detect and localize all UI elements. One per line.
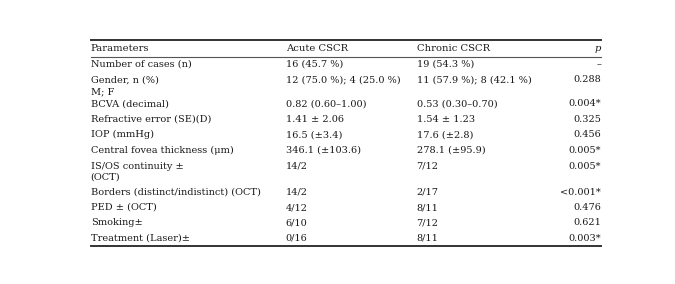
Text: 1.54 ± 1.23: 1.54 ± 1.23 xyxy=(416,115,475,124)
Text: Treatment (Laser)±: Treatment (Laser)± xyxy=(90,234,190,243)
Text: 7/12: 7/12 xyxy=(416,218,439,227)
Text: p: p xyxy=(595,43,601,53)
Text: 1.41 ± 2.06: 1.41 ± 2.06 xyxy=(286,115,344,124)
Text: 4/12: 4/12 xyxy=(286,203,308,212)
Text: –: – xyxy=(596,60,601,69)
Text: Refractive error (SE)(D): Refractive error (SE)(D) xyxy=(90,115,211,124)
Text: Gender, n (%): Gender, n (%) xyxy=(90,75,159,84)
Text: 278.1 (±95.9): 278.1 (±95.9) xyxy=(416,146,485,155)
Text: 16 (45.7 %): 16 (45.7 %) xyxy=(286,60,343,69)
Text: Acute CSCR: Acute CSCR xyxy=(286,43,348,53)
Text: 0.005*: 0.005* xyxy=(569,162,601,171)
Text: 0/16: 0/16 xyxy=(286,234,308,243)
Text: <0.001*: <0.001* xyxy=(560,187,601,197)
Text: 0.82 (0.60–1.00): 0.82 (0.60–1.00) xyxy=(286,99,367,108)
Text: Smoking±: Smoking± xyxy=(90,218,142,227)
Text: 0.003*: 0.003* xyxy=(568,234,601,243)
Text: Central fovea thickness (μm): Central fovea thickness (μm) xyxy=(90,146,234,155)
Text: M; F: M; F xyxy=(90,87,114,96)
Text: 14/2: 14/2 xyxy=(286,162,308,171)
Text: 14/2: 14/2 xyxy=(286,187,308,197)
Text: 7/12: 7/12 xyxy=(416,162,439,171)
Text: (OCT): (OCT) xyxy=(90,172,120,181)
Text: 346.1 (±103.6): 346.1 (±103.6) xyxy=(286,146,360,155)
Text: 19 (54.3 %): 19 (54.3 %) xyxy=(416,60,474,69)
Text: 17.6 (±2.8): 17.6 (±2.8) xyxy=(416,130,473,139)
Text: 11 (57.9 %); 8 (42.1 %): 11 (57.9 %); 8 (42.1 %) xyxy=(416,75,531,84)
Text: IOP (mmHg): IOP (mmHg) xyxy=(90,130,154,139)
Text: 0.53 (0.30–0.70): 0.53 (0.30–0.70) xyxy=(416,99,497,108)
Text: 8/11: 8/11 xyxy=(416,234,439,243)
Text: Borders (distinct/indistinct) (OCT): Borders (distinct/indistinct) (OCT) xyxy=(90,187,261,197)
Text: 0.005*: 0.005* xyxy=(569,146,601,155)
Text: PED ± (OCT): PED ± (OCT) xyxy=(90,203,157,212)
Text: 0.456: 0.456 xyxy=(574,130,601,139)
Text: 0.288: 0.288 xyxy=(574,75,601,84)
Text: 0.621: 0.621 xyxy=(573,218,601,227)
Text: 16.5 (±3.4): 16.5 (±3.4) xyxy=(286,130,342,139)
Text: 0.325: 0.325 xyxy=(573,115,601,124)
Text: 12 (75.0 %); 4 (25.0 %): 12 (75.0 %); 4 (25.0 %) xyxy=(286,75,400,84)
Text: 0.004*: 0.004* xyxy=(568,99,601,108)
Text: 6/10: 6/10 xyxy=(286,218,308,227)
Text: Parameters: Parameters xyxy=(90,43,149,53)
Text: IS/OS continuity ±: IS/OS continuity ± xyxy=(90,162,184,171)
Text: 8/11: 8/11 xyxy=(416,203,439,212)
Text: 2/17: 2/17 xyxy=(416,187,439,197)
Text: BCVA (decimal): BCVA (decimal) xyxy=(90,99,169,108)
Text: Chronic CSCR: Chronic CSCR xyxy=(416,43,489,53)
Text: 0.476: 0.476 xyxy=(573,203,601,212)
Text: Number of cases (n): Number of cases (n) xyxy=(90,60,192,69)
